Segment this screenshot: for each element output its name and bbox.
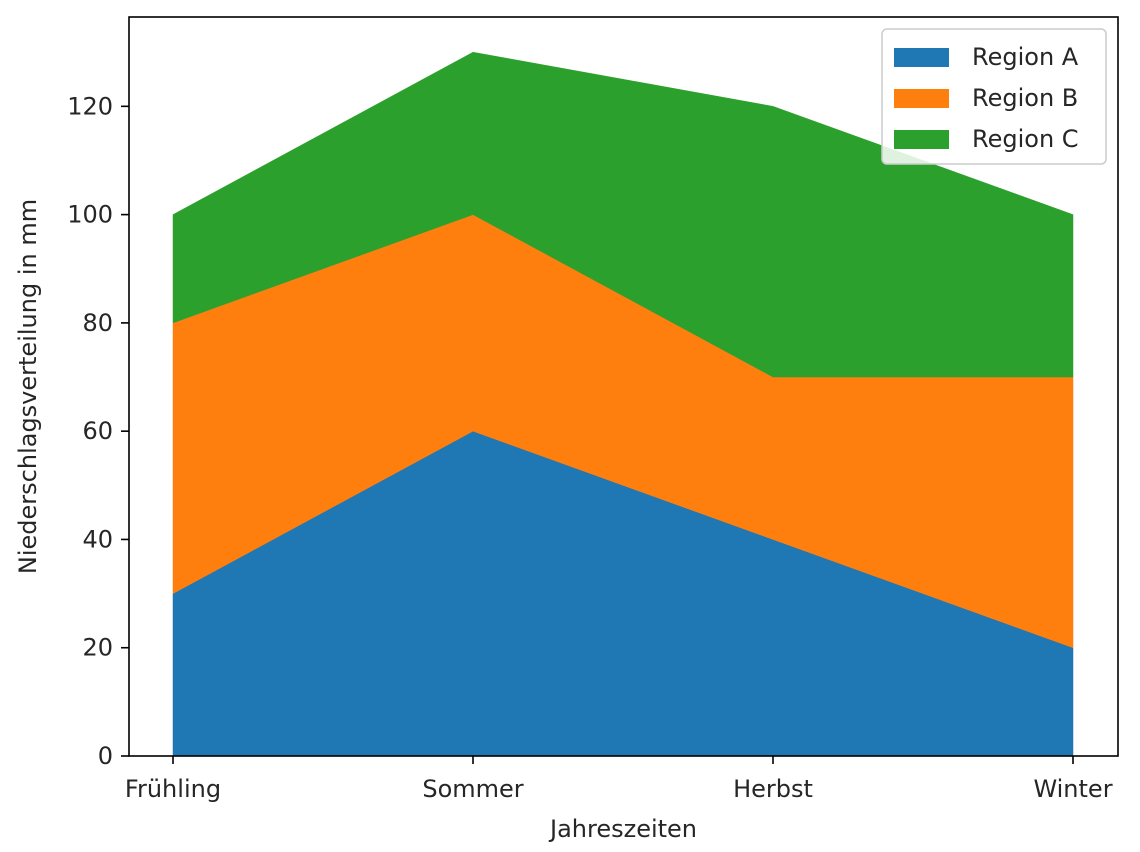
x-axis: Frühling Sommer Herbst Winter [125,756,1113,803]
y-tick-label: 120 [67,92,113,120]
legend-swatch-region-a [894,48,949,67]
x-tick-label: Frühling [125,775,221,803]
legend-label-region-b: Region B [972,84,1078,112]
area-layers [172,51,1074,757]
legend-swatch-region-c [894,130,949,149]
x-tick-label: Sommer [422,775,523,803]
x-tick-label: Herbst [733,775,813,803]
plot-frame [128,16,1119,757]
legend: Region A Region B Region C [881,28,1107,165]
y-tick-label: 40 [82,525,113,553]
y-tick-label: 60 [82,417,113,445]
y-tick-label: 20 [82,634,113,662]
y-axis-title: Niederschlagsverteilung in mm [14,199,42,574]
legend-swatch-region-b [894,89,949,108]
y-tick-label: 100 [67,201,113,229]
legend-label-region-c: Region C [972,125,1079,153]
x-axis-title: Jahreszeiten [548,815,697,843]
legend-label-region-a: Region A [972,43,1079,71]
y-axis: 0 20 40 60 80 100 120 [67,92,129,770]
area-region-c [172,51,1074,378]
y-tick-label: 0 [98,742,113,770]
x-tick-label: Winter [1033,775,1112,803]
y-tick-label: 80 [82,309,113,337]
